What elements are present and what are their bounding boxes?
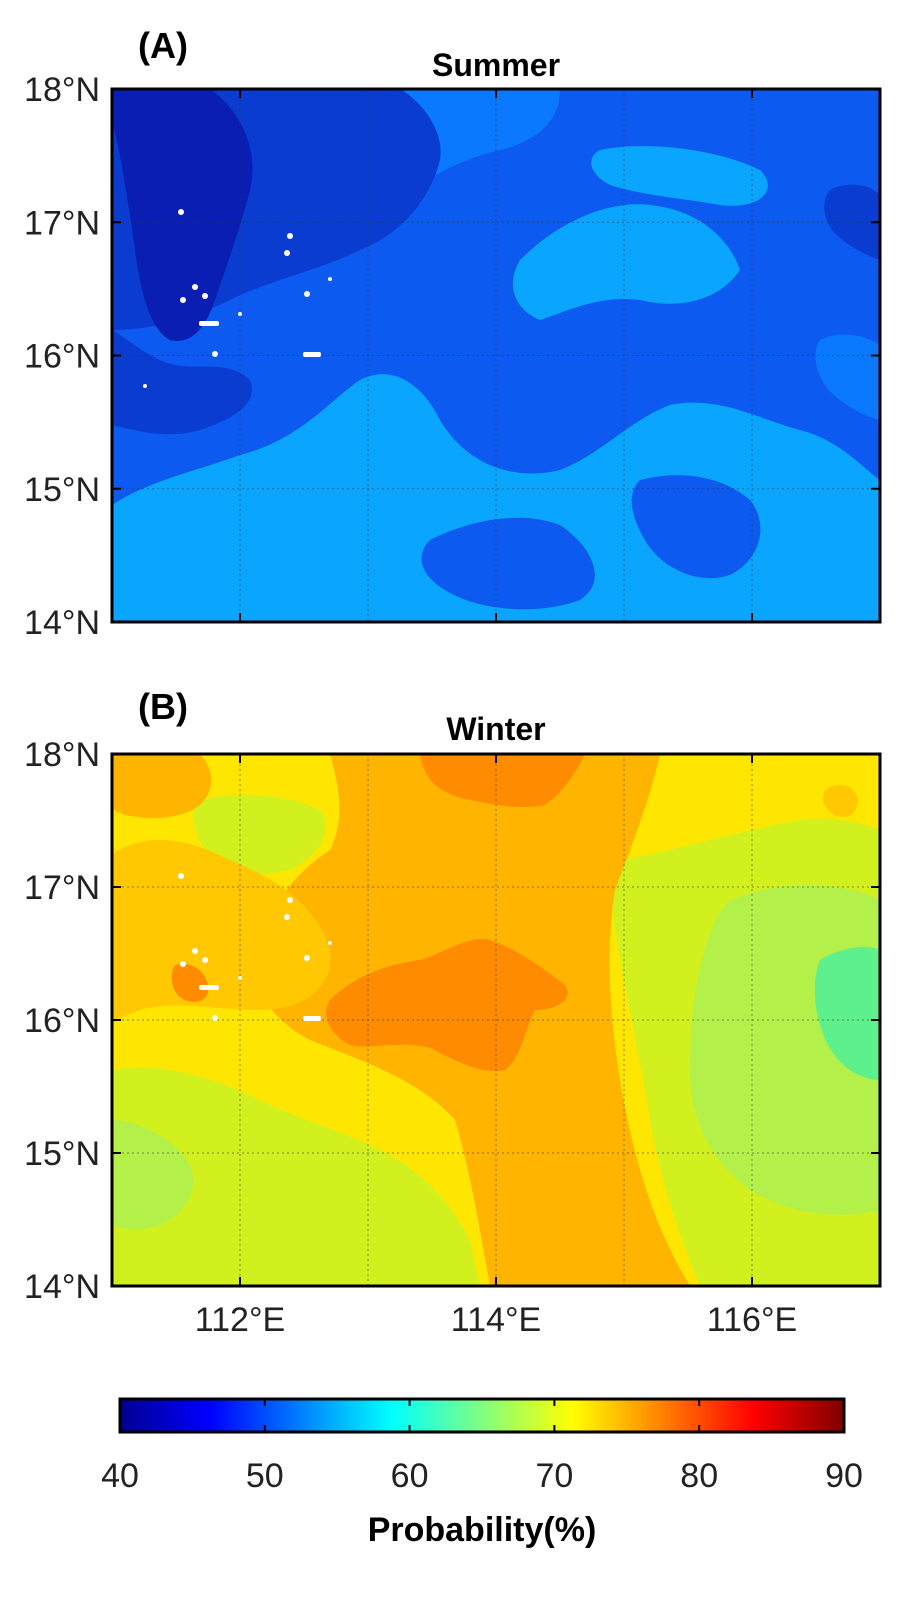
island-marker [212, 1015, 218, 1021]
island-marker [199, 985, 219, 990]
island-marker [304, 291, 310, 297]
island-marker [238, 976, 242, 980]
island-marker [238, 312, 242, 316]
panel-a-title: Summer [432, 47, 560, 83]
island-marker [303, 1016, 321, 1021]
panel-b-x-ticks: 112°E 114°E 116°E [195, 754, 797, 1339]
winter-yellow-green-north [193, 794, 326, 874]
winter-yellow-green-southwest [112, 1067, 480, 1286]
summer-patch-south-center [421, 517, 595, 610]
y-tick-label: 16°N [24, 1002, 100, 1040]
colorbar-tick-label: 90 [825, 1457, 863, 1495]
y-tick-label: 15°N [24, 471, 100, 509]
island-marker [202, 957, 208, 963]
island-marker [180, 961, 186, 967]
winter-orange-northwest [112, 754, 212, 818]
y-tick-label: 18°N [24, 736, 100, 774]
panel-b-label: (B) [138, 686, 188, 727]
summer-blue-west-lobe [112, 330, 252, 435]
island-marker [178, 873, 184, 879]
colorbar-ticks: 40 50 60 70 80 90 [101, 1399, 863, 1495]
island-marker [287, 233, 293, 239]
panel-a-y-ticks: 14°N 15°N 16°N 17°N 18°N [24, 71, 880, 642]
island-marker [192, 948, 198, 954]
panel-b-grid [112, 754, 880, 1286]
summer-patch-south-east [631, 475, 761, 579]
y-tick-label: 14°N [24, 604, 100, 642]
island-marker [178, 209, 184, 215]
island-marker [202, 293, 208, 299]
island-marker [192, 284, 198, 290]
winter-deep-orange-north [420, 754, 585, 808]
winter-light-green-east-core [814, 947, 880, 1080]
panel-a-label: (A) [138, 25, 188, 66]
winter-orange-patch-west [171, 963, 209, 1002]
island-marker [303, 352, 321, 357]
winter-deep-orange-core [326, 939, 568, 1071]
island-marker [180, 297, 186, 303]
panel-a: (A) Summer [24, 25, 882, 642]
colorbar-gradient [118, 1397, 846, 1434]
summer-deep-blue-northwest [112, 89, 253, 341]
winter-orange-west [112, 839, 331, 1025]
x-tick-label: 116°E [707, 1301, 797, 1339]
panel-b: (B) Winter [24, 686, 882, 1339]
y-tick-label: 16°N [24, 338, 100, 376]
panel-a-map [112, 89, 880, 622]
x-tick-label: 112°E [195, 1301, 285, 1339]
island-marker [199, 321, 219, 326]
y-tick-label: 18°N [24, 71, 100, 109]
colorbar-tick-label: 40 [101, 1457, 139, 1495]
colorbar-tick-label: 70 [535, 1457, 573, 1495]
colorbar-tick-label: 80 [680, 1457, 718, 1495]
winter-yellow-northeast [823, 784, 858, 817]
colorbar-tick-label: 60 [391, 1457, 429, 1495]
panel-b-islands [178, 873, 332, 1021]
winter-green-patch-southwest [112, 1120, 194, 1230]
island-marker [212, 351, 218, 357]
island-marker [304, 955, 310, 961]
panel-b-title: Winter [446, 711, 545, 747]
y-tick-label: 15°N [24, 1135, 100, 1173]
y-tick-label: 14°N [24, 1268, 100, 1306]
y-tick-label: 17°N [24, 869, 100, 907]
y-tick-label: 17°N [24, 204, 100, 242]
colorbar: 40 50 60 70 80 90 Probability(%) [101, 1397, 863, 1549]
x-tick-label: 114°E [451, 1301, 541, 1339]
panel-b-y-ticks: 14°N 15°N 16°N 17°N 18°N [24, 736, 880, 1306]
colorbar-tick-label: 50 [246, 1457, 284, 1495]
panel-a-islands [143, 209, 332, 388]
colorbar-label: Probability(%) [368, 1511, 597, 1549]
summer-light-blue-northeast [591, 146, 768, 206]
island-marker [328, 277, 332, 281]
island-marker [328, 941, 332, 945]
island-marker [143, 384, 147, 388]
island-marker [287, 897, 293, 903]
summer-light-blue-north [512, 204, 740, 320]
island-marker [284, 914, 290, 920]
island-marker [284, 250, 290, 256]
